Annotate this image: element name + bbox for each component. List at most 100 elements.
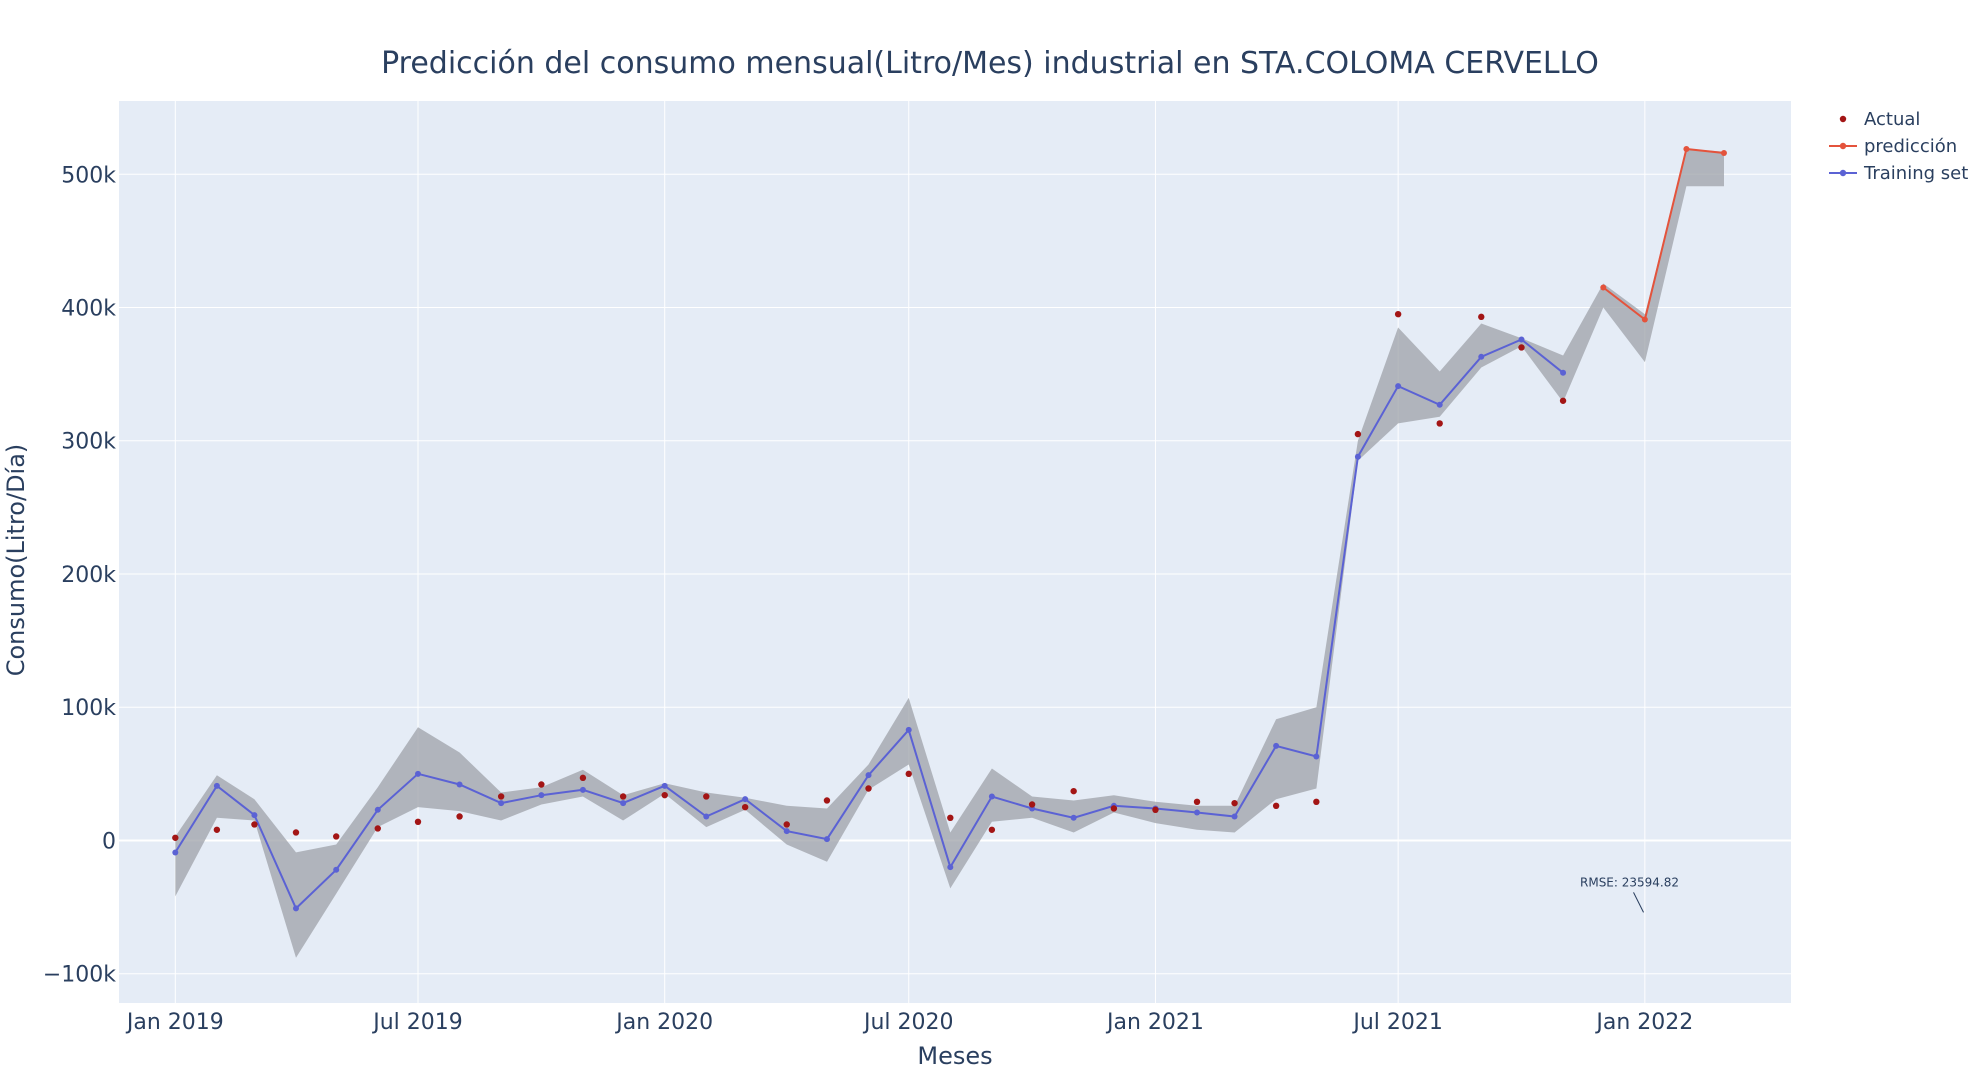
x-tick-label: Jul 2019 xyxy=(371,1010,463,1035)
actual-point[interactable] xyxy=(905,770,912,778)
training-set-point[interactable] xyxy=(1560,369,1567,376)
actual-point[interactable] xyxy=(213,826,221,833)
training-set-point[interactable] xyxy=(905,726,912,733)
training-set-point[interactable] xyxy=(374,806,381,813)
actual-point[interactable] xyxy=(619,793,627,800)
x-tick-label: Jan 2021 xyxy=(1105,1010,1204,1035)
annotation-arrow xyxy=(1633,892,1644,913)
legend-item-actual[interactable]: Actual xyxy=(1839,109,1921,130)
training-set-point[interactable] xyxy=(1354,453,1361,460)
actual-point[interactable] xyxy=(783,821,790,828)
prediction-point[interactable] xyxy=(1683,145,1690,152)
training-set-point[interactable] xyxy=(661,782,668,789)
actual-point[interactable] xyxy=(1394,310,1402,318)
actual-point[interactable] xyxy=(172,834,179,841)
actual-point[interactable] xyxy=(1070,787,1077,795)
actual-point[interactable] xyxy=(1231,799,1238,807)
legend-label: predicción xyxy=(1864,136,1957,157)
actual-point[interactable] xyxy=(988,826,996,833)
actual-point[interactable] xyxy=(414,818,422,826)
actual-point[interactable] xyxy=(579,774,587,782)
prediction-point[interactable] xyxy=(1720,149,1727,156)
legend-marker-swatch xyxy=(1839,115,1847,123)
actual-point[interactable] xyxy=(703,793,710,800)
training-set-point[interactable] xyxy=(783,828,790,835)
actual-point[interactable] xyxy=(497,793,505,800)
x-tick-label: Jul 2021 xyxy=(1351,1010,1443,1035)
training-set-point[interactable] xyxy=(1478,353,1485,360)
legend-label: Actual xyxy=(1864,109,1920,130)
y-axis-title: Consumo(Litro/Día) xyxy=(2,444,30,677)
legend-label: Training set xyxy=(1863,163,1968,184)
actual-point[interactable] xyxy=(251,821,258,828)
training-set-point[interactable] xyxy=(172,849,179,856)
legend-marker-swatch xyxy=(1839,169,1847,177)
training-set-point[interactable] xyxy=(538,792,545,799)
y-tick-label: 100k xyxy=(61,696,116,721)
actual-point[interactable] xyxy=(1313,798,1320,806)
actual-point[interactable] xyxy=(1354,430,1362,438)
actual-point[interactable] xyxy=(1478,313,1485,321)
actual-point[interactable] xyxy=(1272,802,1280,810)
prediction-line xyxy=(1602,147,1725,322)
actual-point[interactable] xyxy=(947,814,954,822)
training-set-point[interactable] xyxy=(1313,753,1320,760)
training-set-point[interactable] xyxy=(1194,809,1201,816)
x-tick-label: Jan 2022 xyxy=(1594,1010,1693,1035)
training-set-point[interactable] xyxy=(988,793,995,800)
legend-item-prediction[interactable]: predicción xyxy=(1829,136,1957,157)
training-set-point[interactable] xyxy=(579,786,586,793)
series-layer xyxy=(172,145,1727,912)
training-set-point[interactable] xyxy=(947,864,954,871)
actual-point[interactable] xyxy=(374,825,381,832)
x-axis-title: Meses xyxy=(917,1042,992,1070)
training-set-point[interactable] xyxy=(1436,401,1443,408)
training-set-point[interactable] xyxy=(498,800,505,807)
actual-point[interactable] xyxy=(1028,801,1036,808)
actual-point[interactable] xyxy=(661,791,668,799)
training-set-point[interactable] xyxy=(1070,814,1077,821)
actual-point[interactable] xyxy=(1193,798,1201,806)
y-tick-label: 400k xyxy=(61,297,116,322)
training-set-point[interactable] xyxy=(213,782,220,789)
y-tick-label: 300k xyxy=(61,430,116,455)
training-set-point[interactable] xyxy=(1231,813,1238,820)
training-set-point[interactable] xyxy=(742,796,749,803)
rmse-annotation: RMSE: 23594.82 xyxy=(1580,875,1679,889)
actual-point[interactable] xyxy=(823,797,831,804)
legend-marker-swatch xyxy=(1839,142,1847,150)
legend-item-training-set[interactable]: Training set xyxy=(1829,163,1968,184)
actual-point[interactable] xyxy=(741,803,749,811)
prediction-point[interactable] xyxy=(1600,284,1607,291)
training-set-point[interactable] xyxy=(865,772,872,779)
y-tick-label: 0 xyxy=(102,829,116,854)
series-actual xyxy=(172,310,1567,841)
chart-title: Predicción del consumo mensual(Litro/Mes… xyxy=(381,46,1599,81)
actual-point[interactable] xyxy=(538,781,545,788)
actual-point[interactable] xyxy=(292,829,300,836)
actual-point[interactable] xyxy=(1436,420,1443,427)
training-set-point[interactable] xyxy=(1273,742,1280,749)
training-set-point[interactable] xyxy=(703,813,710,820)
training-set-point[interactable] xyxy=(823,836,830,843)
training-set-point[interactable] xyxy=(292,905,299,912)
training-set-point[interactable] xyxy=(1395,383,1402,390)
training-set-point[interactable] xyxy=(333,866,340,873)
actual-point[interactable] xyxy=(1110,805,1118,812)
training-set-point[interactable] xyxy=(1518,336,1525,343)
x-tick-label: Jan 2020 xyxy=(614,1010,713,1035)
actual-point[interactable] xyxy=(456,813,463,820)
training-set-point[interactable] xyxy=(620,800,627,807)
actual-point[interactable] xyxy=(333,833,340,840)
actual-point[interactable] xyxy=(1518,344,1525,351)
prediction-point[interactable] xyxy=(1641,316,1648,323)
actual-point[interactable] xyxy=(1152,806,1159,814)
training-set-point[interactable] xyxy=(415,770,422,777)
legend[interactable]: Actual predicción Training set xyxy=(1829,109,1968,184)
annotation-layer: RMSE: 23594.82 xyxy=(1580,875,1679,913)
training-set-point[interactable] xyxy=(456,781,463,788)
actual-point[interactable] xyxy=(865,785,872,792)
x-axis-ticks: Jan 2019 Jul 2019 Jan 2020 Jul 2020 Jan 2021… xyxy=(125,1010,1693,1035)
actual-point[interactable] xyxy=(1559,397,1567,404)
training-set-point[interactable] xyxy=(251,812,258,819)
